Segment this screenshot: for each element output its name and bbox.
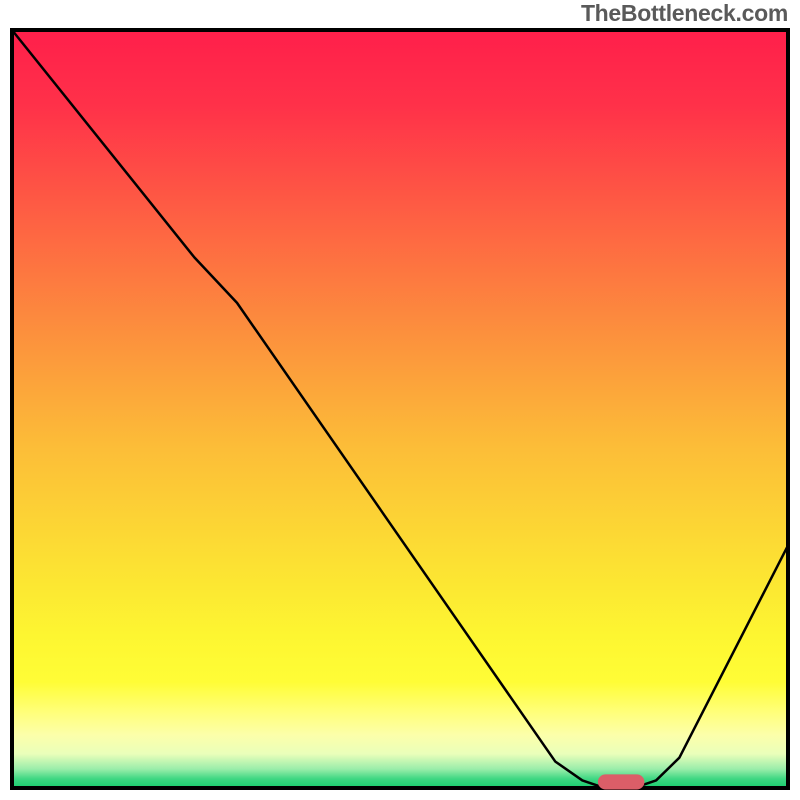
gradient-background — [12, 30, 788, 788]
chart-container: TheBottleneck.com — [0, 0, 800, 800]
bottleneck-chart — [0, 0, 800, 800]
optimum-marker — [598, 774, 645, 789]
watermark-text: TheBottleneck.com — [581, 0, 788, 27]
